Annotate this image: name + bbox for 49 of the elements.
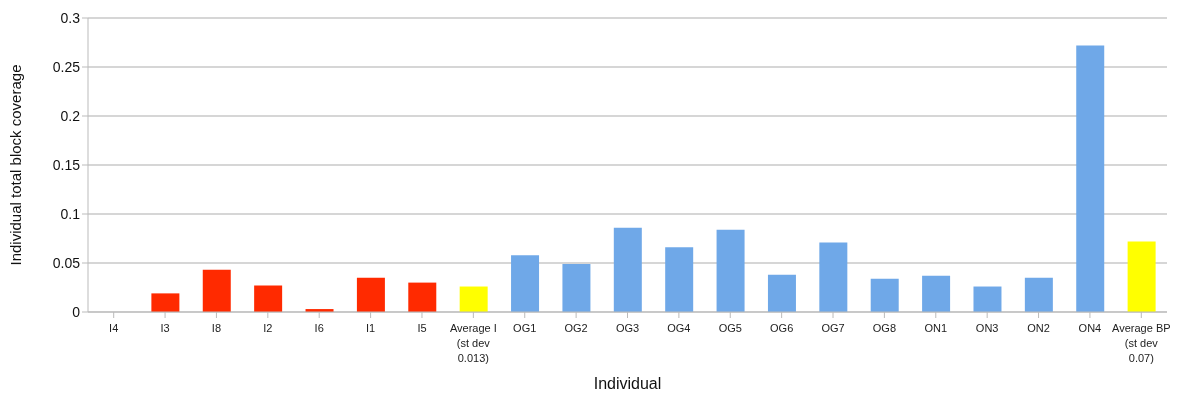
x-tick-label: ON4 bbox=[1078, 322, 1102, 334]
bar bbox=[613, 227, 642, 312]
bar bbox=[819, 242, 848, 312]
x-tick-label: OG6 bbox=[770, 322, 794, 334]
x-tick-label: OG2 bbox=[564, 322, 588, 334]
bar bbox=[408, 282, 437, 312]
x-tick-label: OG4 bbox=[667, 322, 691, 334]
x-tick-label: OG3 bbox=[615, 322, 640, 334]
x-tick-label: ON1 bbox=[924, 322, 948, 334]
bar bbox=[973, 286, 1002, 312]
bar bbox=[151, 293, 180, 312]
x-tick-label: I6 bbox=[314, 322, 324, 334]
bar bbox=[254, 285, 283, 312]
bar bbox=[665, 247, 694, 312]
x-tick-label: OG7 bbox=[821, 322, 845, 334]
x-tick-label: I8 bbox=[211, 322, 222, 334]
bar bbox=[922, 275, 951, 312]
bar bbox=[356, 277, 385, 312]
x-tick-label: OG5 bbox=[718, 322, 742, 334]
x-tick-label: ON2 bbox=[1027, 322, 1050, 334]
bar bbox=[511, 255, 540, 312]
bar bbox=[1127, 241, 1156, 312]
x-axis-title: Individual bbox=[593, 375, 662, 392]
x-tick-label: OG1 bbox=[513, 322, 537, 334]
x-tick-label: I2 bbox=[263, 322, 273, 334]
bar bbox=[767, 274, 796, 312]
x-tick-label: Average BP (st dev 0.07) bbox=[1112, 322, 1171, 364]
y-tick-label: 0.05 bbox=[52, 254, 81, 271]
x-tick-label: Average I (st dev 0.013) bbox=[449, 322, 497, 364]
y-tick-label: 0.3 bbox=[60, 9, 81, 26]
y-tick-label: 0.2 bbox=[60, 107, 81, 124]
y-tick-label: 0 bbox=[72, 303, 81, 320]
bar bbox=[870, 278, 899, 312]
x-tick-label: I3 bbox=[160, 322, 170, 334]
y-tick-label: 0.15 bbox=[52, 156, 81, 173]
y-tick-label: 0.25 bbox=[52, 58, 81, 75]
y-tick-label: 0.1 bbox=[60, 205, 81, 222]
bar bbox=[1024, 277, 1053, 312]
bar bbox=[1076, 45, 1105, 312]
bar bbox=[202, 269, 231, 312]
bar bbox=[459, 286, 488, 312]
bar bbox=[562, 263, 591, 312]
bar bbox=[716, 229, 745, 312]
x-tick-label: I1 bbox=[366, 322, 376, 334]
x-tick-label: I4 bbox=[109, 322, 119, 334]
x-tick-label: OG8 bbox=[872, 322, 897, 334]
x-tick-label: ON3 bbox=[975, 322, 999, 334]
x-tick-label: I5 bbox=[417, 322, 427, 334]
y-axis-title: Individual total block coverage bbox=[7, 64, 25, 266]
